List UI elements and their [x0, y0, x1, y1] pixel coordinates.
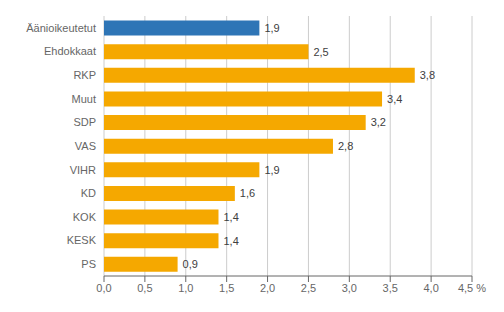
svg-text:Ehdokkaat: Ehdokkaat: [44, 45, 96, 57]
svg-text:2,8: 2,8: [338, 140, 353, 152]
svg-text:KESK: KESK: [67, 234, 97, 246]
svg-text:0,9: 0,9: [183, 258, 198, 270]
svg-text:3,4: 3,4: [387, 93, 402, 105]
svg-text:1,4: 1,4: [223, 235, 238, 247]
svg-text:1,0: 1,0: [178, 282, 193, 294]
svg-text:1,6: 1,6: [240, 187, 255, 199]
svg-text:1,5: 1,5: [219, 282, 234, 294]
svg-text:3,8: 3,8: [420, 69, 435, 81]
svg-text:2,5: 2,5: [301, 282, 316, 294]
svg-text:0,0: 0,0: [96, 282, 111, 294]
svg-text:SDP: SDP: [73, 116, 96, 128]
svg-text:KD: KD: [81, 187, 96, 199]
svg-text:VIHR: VIHR: [70, 164, 96, 176]
svg-text:1,9: 1,9: [264, 22, 279, 34]
svg-text:4,0: 4,0: [423, 282, 438, 294]
svg-text:3,0: 3,0: [342, 282, 357, 294]
svg-text:4,5 %: 4,5 %: [458, 282, 486, 294]
svg-text:2,0: 2,0: [260, 282, 275, 294]
svg-text:1,9: 1,9: [264, 164, 279, 176]
svg-text:Muut: Muut: [72, 93, 96, 105]
svg-text:VAS: VAS: [75, 140, 96, 152]
svg-text:2,5: 2,5: [313, 46, 328, 58]
svg-text:3,2: 3,2: [371, 116, 386, 128]
svg-text:PS: PS: [81, 258, 96, 270]
svg-text:KOK: KOK: [73, 211, 97, 223]
svg-text:RKP: RKP: [73, 69, 96, 81]
svg-text:1,4: 1,4: [223, 211, 238, 223]
svg-text:3,5: 3,5: [383, 282, 398, 294]
svg-text:Äänioikeutetut: Äänioikeutetut: [26, 22, 96, 34]
svg-text:0,5: 0,5: [137, 282, 152, 294]
